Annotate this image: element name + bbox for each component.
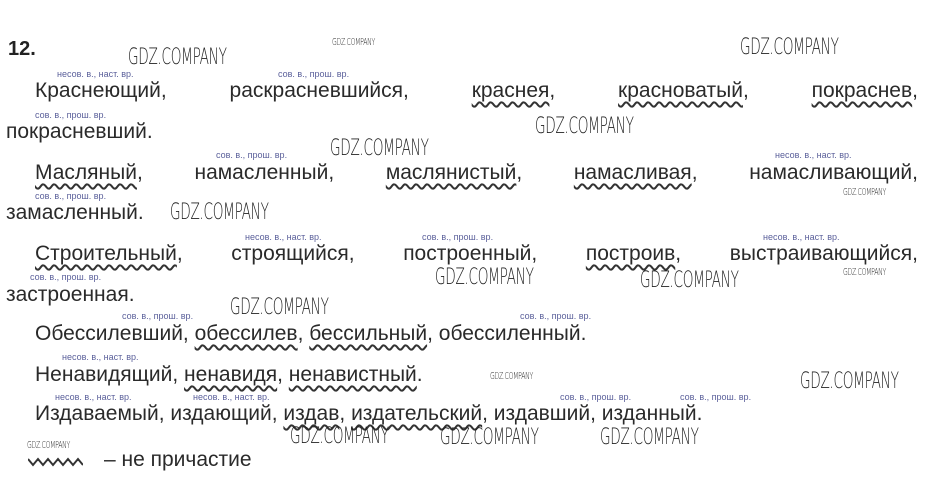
annotation: несов. в., наст. вр.: [193, 392, 270, 402]
watermark: GDZ.COMPANY: [230, 295, 329, 320]
annotation: сов. в., прош. вр.: [422, 232, 494, 242]
annotation: сов. в., прош. вр.: [520, 311, 592, 321]
wavy-word: ненавистный: [288, 363, 417, 386]
wavy-underline-legend-icon: [28, 457, 83, 467]
word-group: построив,: [586, 243, 681, 264]
annotation: сов. в., прош. вр.: [680, 392, 752, 402]
word: построенный,: [403, 242, 538, 265]
text-line-7: Обессилевший, обессилев, бессильный, обе…: [35, 323, 586, 344]
word: , обессиленный.: [427, 322, 587, 345]
text-line-8: Ненавидящий, ненавидя, ненавистный.: [35, 364, 423, 385]
comma: ,: [277, 363, 289, 386]
watermark: GDZ.COMPANY: [27, 440, 70, 451]
word: , издавший, изданный.: [482, 402, 703, 425]
text-line-1: Краснеющий, раскрасневшийся, краснея, кр…: [35, 80, 918, 101]
comma: ,: [675, 242, 682, 265]
wavy-word: издательский: [351, 402, 483, 425]
word: Ненавидящий,: [35, 363, 185, 386]
wavy-word: краснея: [471, 79, 550, 102]
text-line-4: замасленный.: [6, 201, 144, 224]
period: .: [416, 363, 423, 386]
text-line-9: Издаваемый, издающий, издав, издательски…: [35, 403, 702, 424]
annotation: сов. в., прош. вр.: [35, 191, 107, 201]
annotation: сов. в., прош. вр.: [216, 150, 288, 160]
comma: ,: [742, 79, 749, 102]
annotation: сов. в., прош. вр.: [122, 311, 194, 321]
watermark: GDZ.COMPANY: [843, 187, 886, 198]
comma: ,: [339, 402, 352, 425]
watermark: GDZ.COMPANY: [640, 268, 739, 293]
word-group: маслянистый,: [386, 162, 522, 183]
exercise-number: 12.: [8, 38, 36, 60]
watermark: GDZ.COMPANY: [490, 371, 533, 382]
comma: ,: [912, 79, 918, 102]
comma: ,: [549, 79, 556, 102]
annotation: несов. в., наст. вр.: [55, 392, 132, 402]
word: Обессилевший,: [35, 322, 195, 345]
watermark: GDZ.COMPANY: [440, 425, 539, 450]
legend-text: – не причастие: [104, 448, 252, 471]
annotation: сов. в., прош. вр.: [278, 69, 350, 79]
wavy-word: намасливая: [573, 161, 692, 184]
word-group: красноватый,: [618, 80, 749, 101]
word-group: покраснев,: [812, 80, 918, 101]
text-line-6: застроенная.: [6, 283, 135, 306]
watermark: GDZ.COMPANY: [435, 265, 534, 290]
comma: ,: [176, 242, 183, 265]
comma: ,: [136, 161, 143, 184]
annotation: сов. в., прош. вр.: [35, 110, 107, 120]
word-group: Строительный,: [35, 243, 183, 264]
comma: ,: [691, 161, 698, 184]
annotation: сов. в., прош. вр.: [30, 272, 102, 282]
word: Издаваемый, издающий,: [35, 402, 284, 425]
annotation: несов. в., наст. вр.: [57, 69, 134, 79]
annotation: несов. в., наст. вр.: [245, 232, 322, 242]
text-line-2: покрасневший.: [6, 120, 153, 143]
watermark: GDZ.COMPANY: [128, 45, 227, 70]
word-group: намасливая,: [574, 162, 698, 183]
word: строящийся,: [231, 242, 355, 265]
wavy-word: издав: [283, 402, 340, 425]
watermark: GDZ.COMPANY: [332, 37, 375, 48]
watermark: GDZ.COMPANY: [843, 267, 886, 278]
annotation: сов. в., прош. вр.: [560, 392, 632, 402]
watermark: GDZ.COMPANY: [600, 425, 699, 450]
annotation: несов. в., наст. вр.: [763, 232, 840, 242]
comma: ,: [516, 161, 523, 184]
watermark: GDZ.COMPANY: [330, 136, 429, 161]
wavy-word: Строительный: [35, 242, 177, 265]
watermark: GDZ.COMPANY: [535, 114, 634, 139]
word: раскрасневшийся,: [229, 79, 409, 102]
wavy-word: обессилев: [194, 322, 298, 345]
wavy-word: маслянистый: [385, 161, 517, 184]
word-group: краснея,: [472, 80, 556, 101]
wavy-word: ненавидя: [184, 363, 278, 386]
text-line-3: Масляный, намасленный, маслянистый, нама…: [35, 162, 918, 183]
annotation: несов. в., наст. вр.: [775, 150, 852, 160]
comma: ,: [297, 322, 310, 345]
wavy-word: бессильный: [309, 322, 428, 345]
annotation: несов. в., наст. вр.: [62, 352, 139, 362]
watermark: GDZ.COMPANY: [170, 200, 269, 225]
watermark: GDZ.COMPANY: [740, 35, 839, 60]
word: намасливающий,: [749, 161, 918, 184]
word-group: Масляный,: [35, 162, 143, 183]
watermark: GDZ.COMPANY: [290, 424, 389, 449]
word: выстраивающийся,: [729, 242, 918, 265]
wavy-word: красноватый: [618, 79, 743, 102]
word: Краснеющий,: [35, 79, 167, 102]
text-line-5: Строительный, строящийся, построенный, п…: [35, 243, 918, 264]
wavy-word: построив: [585, 242, 676, 265]
wavy-word: Масляный: [35, 161, 137, 184]
wavy-word: покраснев: [811, 79, 913, 102]
word: намасленный,: [194, 161, 335, 184]
watermark: GDZ.COMPANY: [800, 369, 899, 394]
